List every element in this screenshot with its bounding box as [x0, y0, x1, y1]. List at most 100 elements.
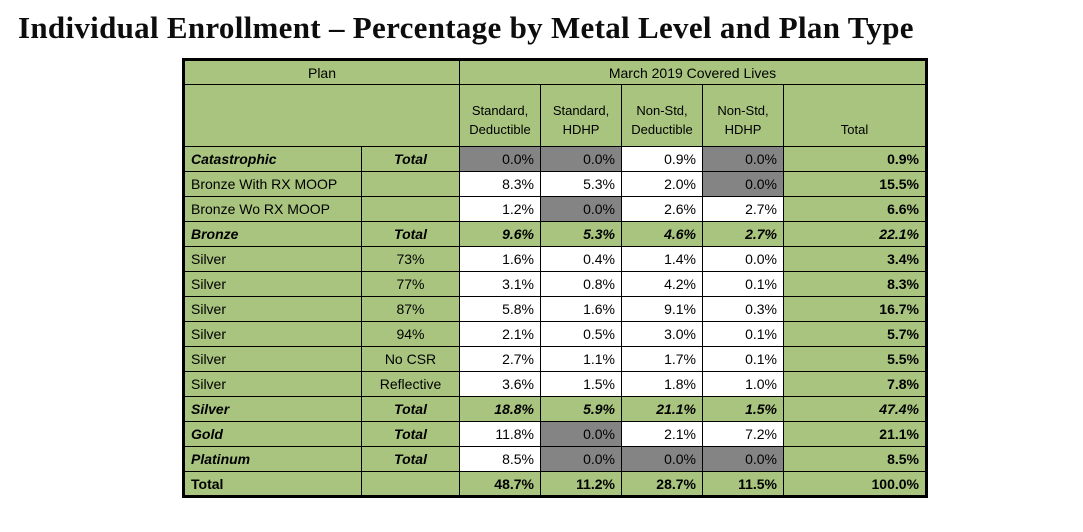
plan-subtype [361, 196, 460, 222]
data-value-cell: 0.0% [540, 421, 622, 447]
data-value-cell: 0.9% [621, 146, 703, 172]
total-value-cell: 22.1% [783, 221, 927, 247]
table-row: Silver Reflective 3.6% 1.5% 1.8% 1.0% 7.8% [183, 371, 927, 397]
data-value-cell: 2.7% [702, 221, 784, 247]
plan-label: Bronze Wo RX MOOP [183, 196, 362, 222]
data-value-cell: 4.6% [621, 221, 703, 247]
plan-label: Bronze With RX MOOP [183, 171, 362, 197]
plan-subtype [361, 471, 460, 497]
data-value-cell: 1.5% [702, 396, 784, 422]
data-value-cell: 0.0% [459, 146, 541, 172]
data-value-cell: 0.5% [540, 321, 622, 347]
covered-lives-group-header: March 2019 Covered Lives [459, 59, 927, 85]
data-value-cell: 0.4% [540, 246, 622, 272]
data-value-cell: 7.2% [702, 421, 784, 447]
total-value-cell: 16.7% [783, 296, 927, 322]
total-value-cell: 5.7% [783, 321, 927, 347]
table-row: Catastrophic Total 0.0% 0.0% 0.9% 0.0% 0.9% [183, 146, 927, 172]
data-value-cell: 0.3% [702, 296, 784, 322]
data-value-cell: 0.0% [540, 146, 622, 172]
data-value-cell: 1.0% [702, 371, 784, 397]
plan-label: Silver [183, 396, 362, 422]
data-value-cell: 5.3% [540, 221, 622, 247]
data-value-cell: 18.8% [459, 396, 541, 422]
plan-subtype: No CSR [361, 346, 460, 372]
table-row: Bronze With RX MOOP 8.3% 5.3% 2.0% 0.0% 15.5% [183, 171, 927, 197]
table-row: Platinum Total 8.5% 0.0% 0.0% 0.0% 8.5% [183, 446, 927, 472]
data-value-cell: 11.5% [702, 471, 784, 497]
plan-label: Silver [183, 296, 362, 322]
data-value-cell: 5.8% [459, 296, 541, 322]
data-value-cell: 9.1% [621, 296, 703, 322]
plan-subtype: 73% [361, 246, 460, 272]
data-value-cell: 2.1% [459, 321, 541, 347]
data-value-cell: 28.7% [621, 471, 703, 497]
header-row-columns: Standard, Deductible Standard, HDHP Non-St… [183, 84, 927, 147]
enrollment-table: Plan March 2019 Covered Lives Standard, … [182, 58, 928, 498]
plan-label: Platinum [183, 446, 362, 472]
plan-subtype: Reflective [361, 371, 460, 397]
table-row: Silver No CSR 2.7% 1.1% 1.7% 0.1% 5.5% [183, 346, 927, 372]
data-value-cell: 0.0% [702, 446, 784, 472]
data-value-cell: 0.8% [540, 271, 622, 297]
plan-subtype: Total [361, 421, 460, 447]
data-value-cell: 2.7% [459, 346, 541, 372]
data-value-cell: 2.1% [621, 421, 703, 447]
data-value-cell: 1.4% [621, 246, 703, 272]
data-value-cell: 21.1% [621, 396, 703, 422]
header-row-group: Plan March 2019 Covered Lives [183, 59, 927, 85]
data-value-cell: 0.0% [540, 196, 622, 222]
data-value-cell: 1.6% [540, 296, 622, 322]
total-value-cell: 5.5% [783, 346, 927, 372]
table-row: Gold Total 11.8% 0.0% 2.1% 7.2% 21.1% [183, 421, 927, 447]
total-value-cell: 0.9% [783, 146, 927, 172]
plan-subtype: Total [361, 396, 460, 422]
table-body: Catastrophic Total 0.0% 0.0% 0.9% 0.0% 0.9% Bro… [183, 146, 927, 497]
table-row: Silver 73% 1.6% 0.4% 1.4% 0.0% 3.4% [183, 246, 927, 272]
total-value-cell: 15.5% [783, 171, 927, 197]
plan-subtype: 87% [361, 296, 460, 322]
data-value-cell: 0.1% [702, 346, 784, 372]
total-value-cell: 8.5% [783, 446, 927, 472]
data-value-cell: 3.1% [459, 271, 541, 297]
plan-label: Silver [183, 246, 362, 272]
column-header-1: Standard, HDHP [540, 84, 622, 147]
data-value-cell: 5.3% [540, 171, 622, 197]
plan-subtype: Total [361, 146, 460, 172]
column-header-total: Total [783, 84, 927, 147]
data-value-cell: 1.8% [621, 371, 703, 397]
total-value-cell: 100.0% [783, 471, 927, 497]
data-value-cell: 0.0% [702, 246, 784, 272]
data-value-cell: 11.8% [459, 421, 541, 447]
data-value-cell: 1.7% [621, 346, 703, 372]
table-row: Silver 94% 2.1% 0.5% 3.0% 0.1% 5.7% [183, 321, 927, 347]
table-row: Silver 87% 5.8% 1.6% 9.1% 0.3% 16.7% [183, 296, 927, 322]
data-value-cell: 11.2% [540, 471, 622, 497]
table-row: Total 48.7% 11.2% 28.7% 11.5% 100.0% [183, 471, 927, 497]
data-value-cell: 9.6% [459, 221, 541, 247]
data-value-cell: 3.0% [621, 321, 703, 347]
plan-label: Bronze [183, 221, 362, 247]
data-value-cell: 1.1% [540, 346, 622, 372]
data-value-cell: 2.0% [621, 171, 703, 197]
page-title: Individual Enrollment – Percentage by Me… [18, 10, 914, 45]
plan-subtype [361, 171, 460, 197]
plan-label: Total [183, 471, 362, 497]
plan-label: Silver [183, 321, 362, 347]
table-header: Plan March 2019 Covered Lives Standard, … [183, 59, 927, 147]
data-value-cell: 0.0% [621, 446, 703, 472]
data-value-cell: 2.6% [621, 196, 703, 222]
plan-subheader-blank [183, 84, 460, 147]
data-value-cell: 5.9% [540, 396, 622, 422]
data-value-cell: 48.7% [459, 471, 541, 497]
data-value-cell: 4.2% [621, 271, 703, 297]
data-value-cell: 0.0% [540, 446, 622, 472]
total-value-cell: 6.6% [783, 196, 927, 222]
plan-subtype: Total [361, 221, 460, 247]
plan-subtype: Total [361, 446, 460, 472]
data-value-cell: 0.0% [702, 146, 784, 172]
data-value-cell: 2.7% [702, 196, 784, 222]
plan-label: Catastrophic [183, 146, 362, 172]
plan-subtype: 94% [361, 321, 460, 347]
